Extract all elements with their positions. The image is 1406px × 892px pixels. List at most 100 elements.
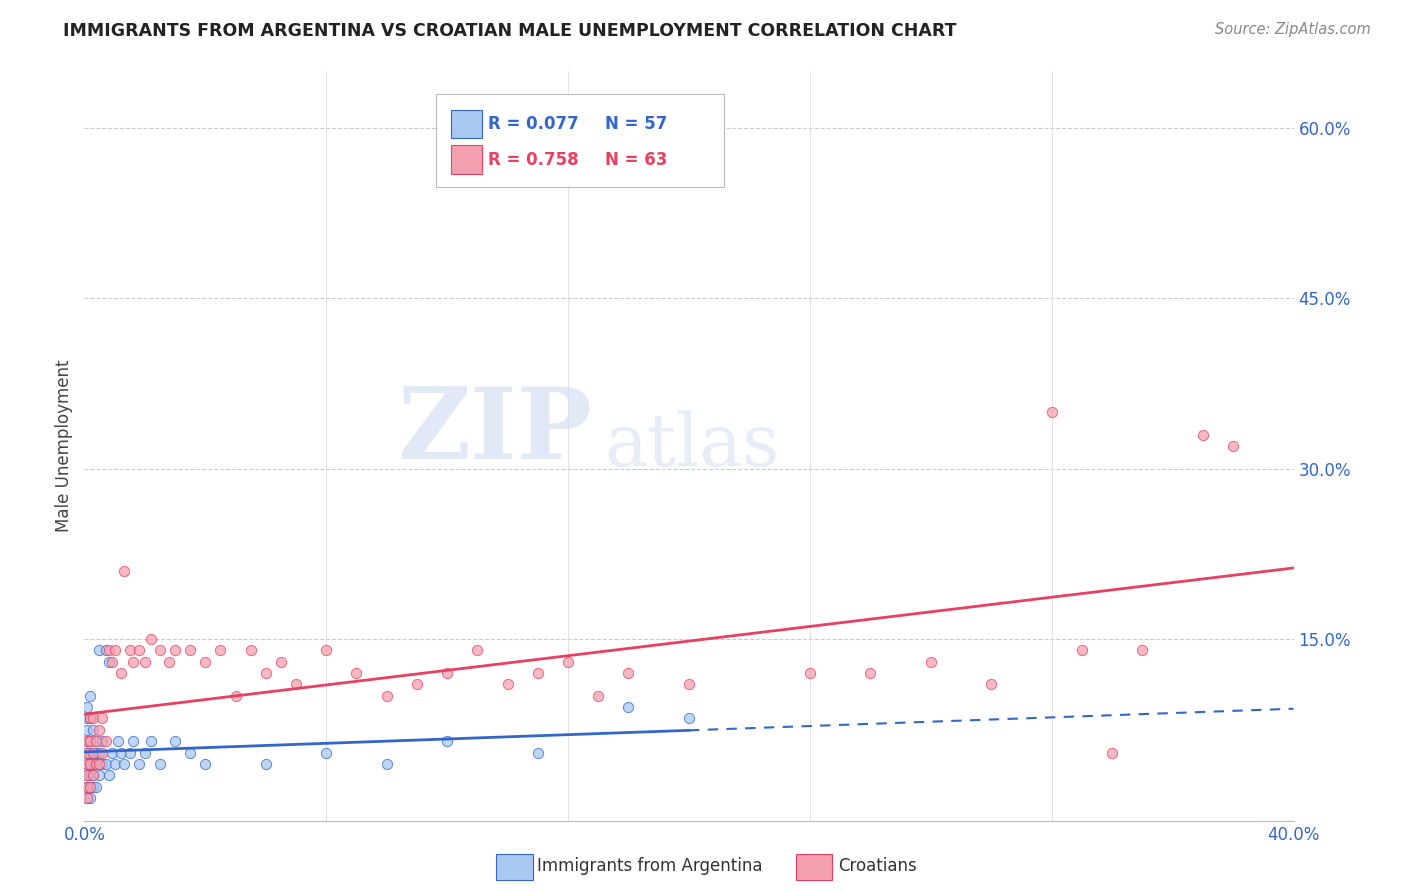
Point bbox=[79, 756, 101, 771]
Point bbox=[76, 734, 98, 748]
Point bbox=[157, 655, 180, 669]
Point bbox=[76, 768, 98, 782]
Point bbox=[79, 791, 101, 805]
Point bbox=[79, 780, 101, 794]
Point bbox=[97, 643, 120, 657]
Text: R = 0.758: R = 0.758 bbox=[488, 151, 578, 169]
Point bbox=[79, 780, 101, 794]
Point bbox=[76, 768, 98, 782]
Point bbox=[678, 677, 700, 691]
Point bbox=[121, 734, 143, 748]
Point bbox=[110, 746, 132, 760]
Text: atlas: atlas bbox=[605, 410, 780, 482]
Text: N = 57: N = 57 bbox=[605, 115, 666, 133]
Point bbox=[104, 756, 127, 771]
Point bbox=[89, 768, 111, 782]
Point bbox=[104, 643, 127, 657]
Point bbox=[79, 768, 101, 782]
Point bbox=[79, 734, 101, 748]
Point bbox=[76, 723, 98, 737]
Point bbox=[617, 666, 640, 681]
Point bbox=[165, 734, 187, 748]
Point bbox=[91, 746, 114, 760]
Point bbox=[79, 711, 101, 725]
Point bbox=[128, 643, 150, 657]
Point bbox=[588, 689, 610, 703]
Point bbox=[467, 643, 489, 657]
Point bbox=[91, 756, 114, 771]
Point bbox=[112, 756, 135, 771]
Point bbox=[89, 756, 111, 771]
Point bbox=[375, 689, 398, 703]
Point bbox=[118, 643, 141, 657]
Point bbox=[118, 746, 141, 760]
Point bbox=[315, 746, 337, 760]
Text: Source: ZipAtlas.com: Source: ZipAtlas.com bbox=[1215, 22, 1371, 37]
Point bbox=[86, 746, 108, 760]
Y-axis label: Male Unemployment: Male Unemployment bbox=[55, 359, 73, 533]
Point bbox=[149, 643, 172, 657]
Point bbox=[86, 756, 108, 771]
Point bbox=[239, 643, 262, 657]
Point bbox=[527, 746, 550, 760]
Point bbox=[94, 734, 117, 748]
Point bbox=[76, 791, 98, 805]
Point bbox=[94, 756, 117, 771]
Point bbox=[79, 689, 101, 703]
Point bbox=[254, 756, 277, 771]
Point bbox=[86, 756, 108, 771]
Point bbox=[406, 677, 429, 691]
Point bbox=[436, 734, 458, 748]
Point bbox=[76, 780, 98, 794]
Point bbox=[1101, 746, 1123, 760]
Point bbox=[91, 734, 114, 748]
Point bbox=[527, 666, 550, 681]
Point bbox=[89, 746, 111, 760]
Point bbox=[89, 643, 111, 657]
Point bbox=[82, 723, 104, 737]
Point bbox=[134, 746, 156, 760]
Point bbox=[91, 711, 114, 725]
Point bbox=[76, 780, 98, 794]
Point bbox=[179, 643, 201, 657]
Point bbox=[1192, 427, 1215, 442]
Point bbox=[79, 711, 101, 725]
Point bbox=[76, 734, 98, 748]
Point bbox=[139, 734, 162, 748]
Point bbox=[285, 677, 308, 691]
Point bbox=[110, 666, 132, 681]
Point bbox=[678, 711, 700, 725]
Point bbox=[270, 655, 292, 669]
Point bbox=[225, 689, 247, 703]
Point bbox=[112, 564, 135, 578]
Point bbox=[209, 643, 232, 657]
Point bbox=[134, 655, 156, 669]
Point bbox=[1040, 405, 1063, 419]
Point bbox=[496, 677, 519, 691]
Point bbox=[557, 655, 579, 669]
Point bbox=[79, 746, 101, 760]
Point bbox=[149, 756, 172, 771]
Point bbox=[920, 655, 942, 669]
Point bbox=[617, 700, 640, 714]
Point bbox=[128, 756, 150, 771]
Point bbox=[94, 643, 117, 657]
Point bbox=[76, 756, 98, 771]
Point bbox=[82, 746, 104, 760]
Point bbox=[97, 768, 120, 782]
Point bbox=[76, 791, 98, 805]
Point bbox=[1222, 439, 1244, 453]
Point bbox=[79, 734, 101, 748]
Point bbox=[107, 734, 129, 748]
Point bbox=[82, 780, 104, 794]
Point bbox=[86, 734, 108, 748]
Point bbox=[436, 666, 458, 681]
Point bbox=[76, 746, 98, 760]
Point bbox=[82, 768, 104, 782]
Point bbox=[76, 711, 98, 725]
Point bbox=[76, 780, 98, 794]
Point bbox=[859, 666, 882, 681]
Point bbox=[254, 666, 277, 681]
Point bbox=[82, 746, 104, 760]
Point bbox=[76, 746, 98, 760]
